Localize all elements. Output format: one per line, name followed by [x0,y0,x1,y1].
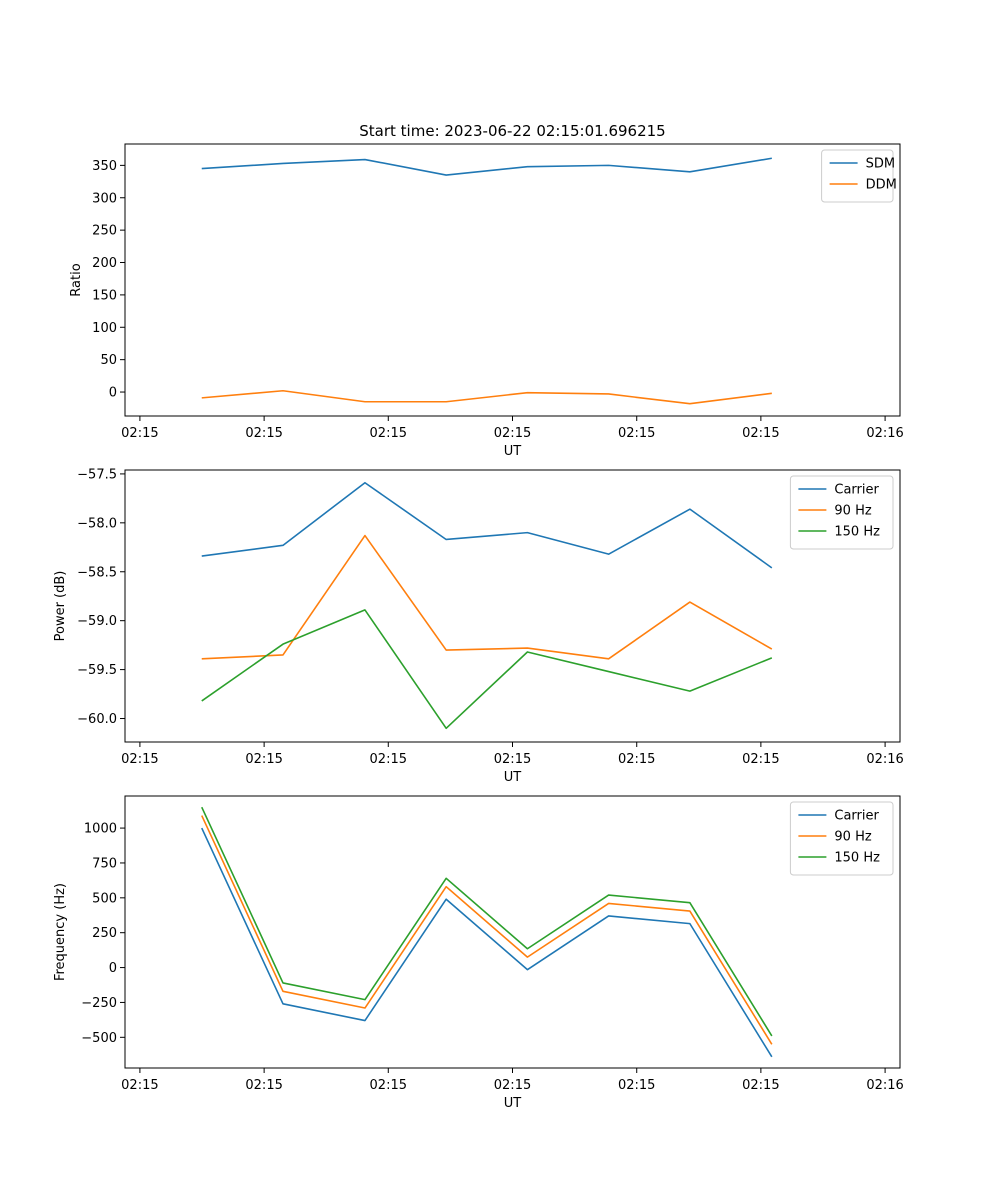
series-line-90-hz [201,534,773,660]
series-line-150-hz [201,609,773,730]
x-tick-label: 02:15 [370,752,407,767]
y-tick-label: 1000 [84,822,117,837]
chart-panel-1: 02:15 02:15 02:15 02:15 02:15 02:15 02:16 0 50 10… [69,143,904,459]
y-tick-label: 200 [92,256,117,271]
x-tick-label: 02:16 [866,752,903,767]
x-tick-label: 02:15 [494,1078,531,1093]
y-tick-label: −58.5 [77,565,117,580]
legend: Carrier 90 Hz 150 Hz [789,801,894,876]
legend: SDM DDM [821,149,897,203]
y-tick-label: 250 [92,224,117,239]
y-tick-label: −59.0 [77,614,117,629]
legend-entry: Carrier [834,483,879,498]
plot-area [125,144,900,416]
legend: Carrier 90 Hz 150 Hz [789,475,894,550]
y-tick-label: −57.5 [77,467,117,482]
series-line-150-hz [201,806,773,1037]
y-axis-label: Frequency (Hz) [53,883,68,981]
x-tick-label: 02:15 [121,1078,158,1093]
chart-panel-3: 02:15 02:15 02:15 02:15 02:15 02:15 02:16 −500 −… [53,795,904,1111]
series-line-carrier [201,827,773,1058]
x-tick-label: 02:15 [494,752,531,767]
x-tick-label: 02:15 [245,1078,282,1093]
legend-entry: Carrier [834,809,879,824]
x-tick-label: 02:15 [370,1078,407,1093]
series-line-carrier [201,481,773,569]
x-tick-label: 02:15 [742,426,779,441]
series-line-90-hz [201,815,773,1045]
x-tick-label: 02:15 [742,1078,779,1093]
y-tick-label: 250 [92,926,117,941]
x-axis-label: UT [504,770,522,785]
y-tick-label: 50 [100,353,117,368]
legend-entry: 90 Hz [834,504,871,519]
x-axis-label: UT [504,444,522,459]
y-tick-label: −250 [81,996,117,1011]
x-tick-label: 02:15 [245,426,282,441]
x-tick-label: 02:15 [121,426,158,441]
x-tick-label: 02:15 [618,752,655,767]
plot-area [125,796,900,1068]
x-tick-label: 02:15 [618,426,655,441]
x-tick-label: 02:15 [121,752,158,767]
x-tick-label: 02:15 [618,1078,655,1093]
legend-entry: 90 Hz [834,830,871,845]
y-tick-label: 100 [92,321,117,336]
series-line-ddm [201,389,772,405]
y-tick-label: 500 [92,891,117,906]
y-tick-label: 0 [109,386,117,401]
legend-entry: 150 Hz [834,851,880,866]
y-tick-label: 300 [92,191,117,206]
y-axis-label: Ratio [69,263,84,296]
x-axis-label: UT [504,1096,522,1111]
chart-panel-2: 02:15 02:15 02:15 02:15 02:15 02:15 02:16 −60.0… [53,467,904,785]
plot-area [125,470,900,742]
y-axis-label: Power (dB) [53,571,68,642]
legend-entry: SDM [866,157,895,172]
y-tick-label: −60.0 [77,712,117,727]
x-tick-label: 02:15 [742,752,779,767]
y-tick-label: −500 [81,1031,117,1046]
x-tick-label: 02:16 [866,426,903,441]
y-tick-label: 750 [92,856,117,871]
y-tick-label: −59.5 [77,663,117,678]
legend-entry: 150 Hz [834,525,880,540]
y-tick-label: −58.0 [77,516,117,531]
y-tick-label: 150 [92,288,117,303]
y-tick-label: 0 [109,961,117,976]
x-tick-label: 02:15 [370,426,407,441]
series-line-sdm [201,157,772,176]
x-tick-label: 02:16 [866,1078,903,1093]
legend-entry: DDM [866,178,897,193]
figure-title: Start time: 2023-06-22 02:15:01.696215 [359,122,665,140]
x-tick-label: 02:15 [494,426,531,441]
y-tick-label: 350 [92,159,117,174]
x-tick-label: 02:15 [245,752,282,767]
panels: 02:15 02:15 02:15 02:15 02:15 02:15 02:16 0 50 10… [53,143,904,1111]
